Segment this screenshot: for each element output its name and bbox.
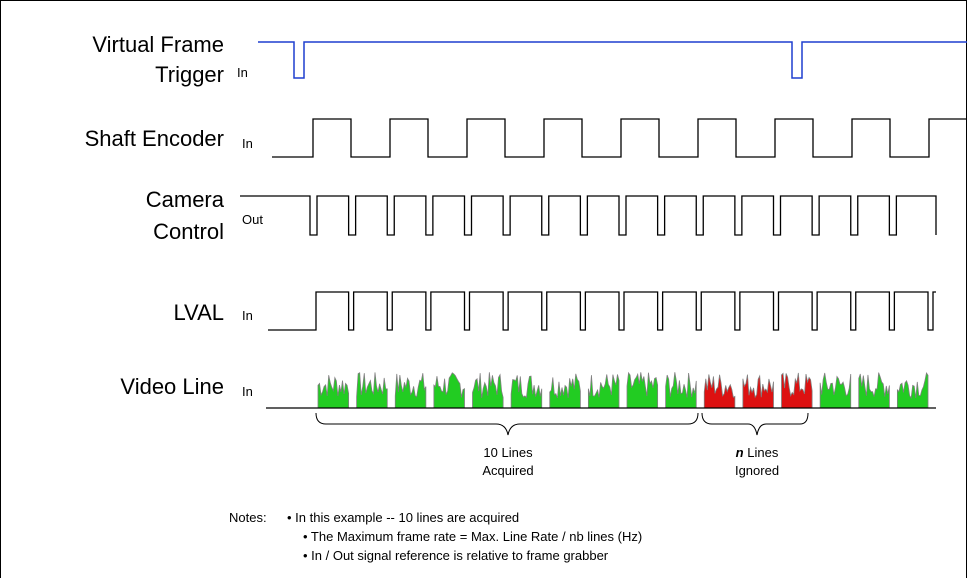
lval-waveform bbox=[268, 291, 936, 331]
video-line-burst bbox=[742, 374, 774, 409]
vft-label-line1: Virtual Frame bbox=[92, 32, 224, 57]
video-line-burst bbox=[472, 372, 504, 409]
lval-label: LVAL bbox=[173, 300, 224, 325]
ignored-count: n Lines bbox=[736, 445, 779, 460]
ignored-count-n: n bbox=[736, 445, 744, 460]
lval-direction: In bbox=[242, 308, 253, 323]
enc-label: Shaft Encoder bbox=[85, 126, 224, 151]
video-line-burst bbox=[587, 374, 620, 409]
cam-direction: Out bbox=[242, 212, 263, 227]
video-line-burst bbox=[510, 375, 543, 409]
video-line-burst bbox=[665, 372, 697, 409]
video-line-burst bbox=[626, 371, 659, 409]
video-line-burst bbox=[356, 372, 388, 409]
ignored-status: Ignored bbox=[735, 463, 779, 478]
enc-direction: In bbox=[242, 136, 253, 151]
video-line-burst bbox=[819, 372, 852, 409]
video-line-burst bbox=[549, 373, 581, 409]
note-item-2: • The Maximum frame rate = Max. Line Rat… bbox=[303, 529, 642, 544]
vft-waveform bbox=[258, 41, 967, 79]
acquired-status: Acquired bbox=[482, 463, 533, 478]
note-item-1: • In this example -- 10 lines are acquir… bbox=[287, 510, 519, 525]
cam-label-line2: Control bbox=[153, 219, 224, 244]
video-direction: In bbox=[242, 384, 253, 399]
video-line-burst bbox=[703, 374, 736, 409]
video-label: Video Line bbox=[120, 374, 224, 399]
cam-waveform bbox=[240, 195, 937, 236]
video-line-burst bbox=[394, 373, 427, 409]
notes-heading: Notes: bbox=[229, 510, 267, 525]
acquired-brace bbox=[315, 412, 699, 436]
vft-direction: In bbox=[237, 65, 248, 80]
ignored-count-suffix: Lines bbox=[744, 445, 779, 460]
video-line-burst bbox=[317, 375, 350, 409]
video-line-burst bbox=[781, 372, 813, 409]
enc-waveform bbox=[272, 118, 966, 158]
video-waveform bbox=[317, 371, 929, 409]
video-line-burst bbox=[896, 372, 929, 409]
video-line-burst bbox=[433, 372, 465, 409]
vft-label-line2: Trigger bbox=[155, 62, 224, 87]
video-line-burst bbox=[858, 372, 890, 409]
cam-label-line1: Camera bbox=[146, 187, 225, 212]
ignored-brace bbox=[701, 412, 809, 436]
acquired-count: 10 Lines bbox=[483, 445, 533, 460]
note-item-3: • In / Out signal reference is relative … bbox=[303, 548, 609, 563]
